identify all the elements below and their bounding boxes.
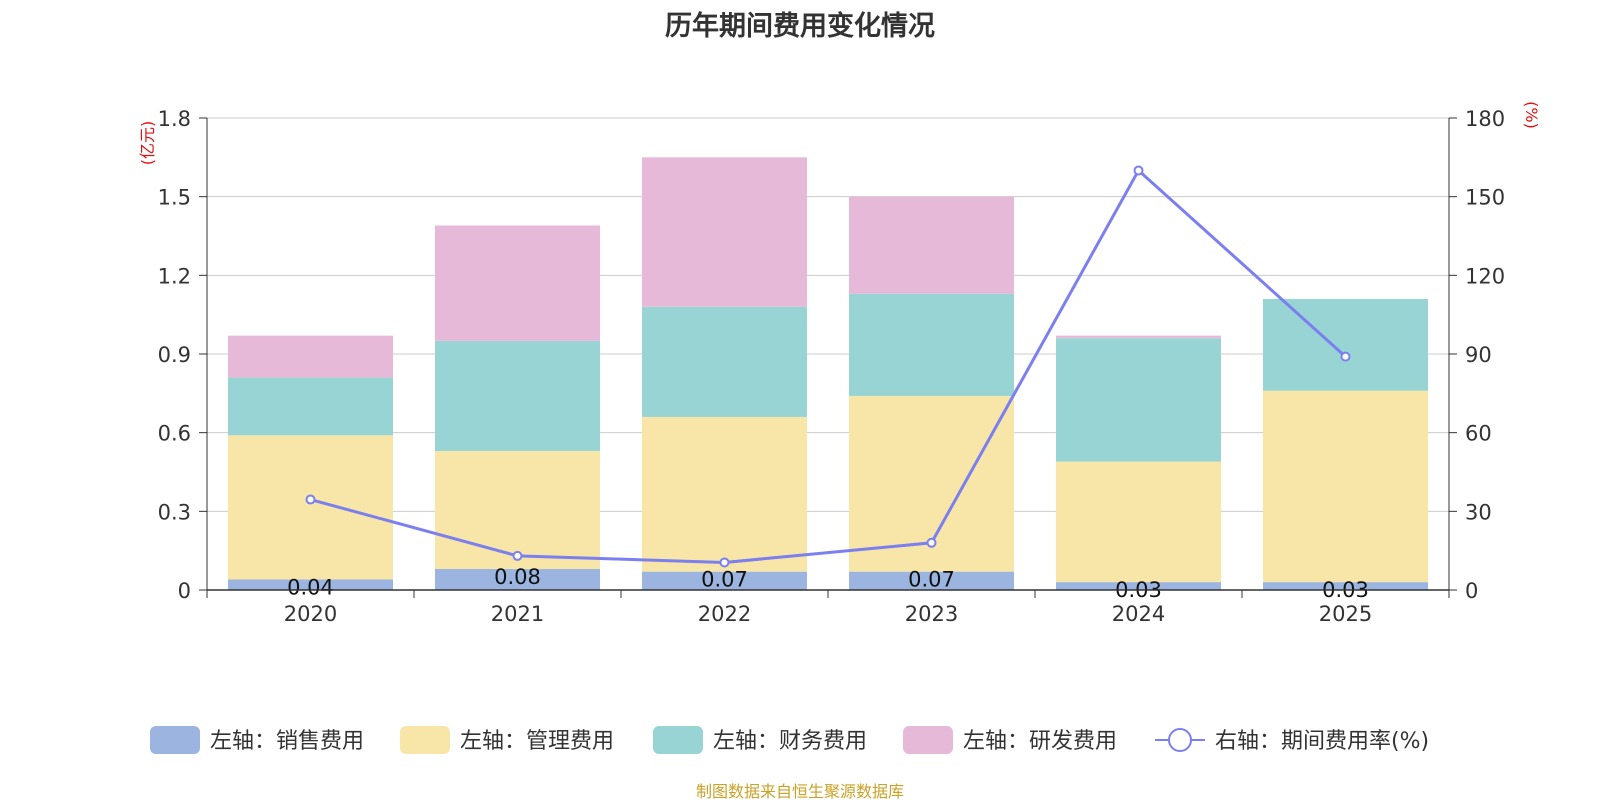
x-axis-tick-label: 2021 bbox=[491, 602, 544, 626]
legend-swatch-4[interactable] bbox=[903, 726, 953, 754]
legend-label-5[interactable]: 右轴：期间费用率(%) bbox=[1215, 729, 1429, 754]
x-axis-tick-label: 2025 bbox=[1319, 602, 1372, 626]
left-axis-tick-label: 1.2 bbox=[158, 264, 191, 288]
chart-title: 历年期间费用变化情况 bbox=[665, 11, 935, 42]
legend-label-2[interactable]: 左轴：管理费用 bbox=[460, 729, 614, 754]
rate-point bbox=[305, 494, 316, 505]
data-source-note: 制图数据来自恒生聚源数据库 bbox=[695, 782, 904, 801]
left-axis-tick-label: 0.3 bbox=[158, 500, 191, 524]
bar-segment-4-2020 bbox=[228, 335, 393, 378]
right-axis-tick-label: 60 bbox=[1465, 422, 1492, 446]
rate-line bbox=[310, 168, 1347, 564]
legend-label-4[interactable]: 左轴：研发费用 bbox=[963, 729, 1117, 754]
bar-segment-1-2022 bbox=[642, 571, 807, 590]
bar-segment-1-2021 bbox=[435, 569, 600, 590]
x-axis-tick-label: 2023 bbox=[905, 602, 958, 626]
bar-segment-4-2023 bbox=[849, 196, 1014, 294]
rate-point bbox=[512, 550, 523, 561]
chart-plot: 0.04 0.08 0.07 0.07 0.03 0.03 0 00.3 300.6 600.9… bbox=[138, 101, 1541, 754]
rate-point bbox=[719, 557, 730, 568]
legend-swatch-1[interactable] bbox=[150, 726, 200, 754]
legend-label-3[interactable]: 左轴：财务费用 bbox=[713, 729, 867, 754]
bar-data-label: 0.07 bbox=[701, 568, 748, 592]
bar-segment-2-2022 bbox=[642, 416, 807, 572]
left-axis-tick-label: 0.9 bbox=[158, 343, 191, 367]
bar-segment-4-2024 bbox=[1056, 335, 1221, 339]
bar-segment-4-2021 bbox=[435, 225, 600, 341]
bar-data-label: 0.08 bbox=[494, 565, 541, 589]
x-axis-tick-label: 2022 bbox=[698, 602, 751, 626]
bar-segment-1-2023 bbox=[849, 571, 1014, 590]
right-axis-tick-label: 90 bbox=[1465, 343, 1492, 367]
bar-segment-1-2024 bbox=[1056, 582, 1221, 590]
right-axis-tick-label: 120 bbox=[1465, 264, 1505, 288]
legend-marker-icon[interactable] bbox=[1168, 728, 1192, 752]
left-axis-unit-label: (亿元) bbox=[138, 121, 157, 166]
legend-swatch-3[interactable] bbox=[653, 726, 703, 754]
bar-segment-3-2020 bbox=[228, 377, 393, 436]
left-axis-tick-label: 1.8 bbox=[158, 107, 191, 131]
bar-segment-1-2020 bbox=[228, 579, 393, 590]
right-axis-tick-label: 30 bbox=[1465, 500, 1492, 524]
x-axis-tick-label: 2020 bbox=[284, 602, 337, 626]
left-axis-tick-label: 1.5 bbox=[158, 186, 191, 210]
right-axis-tick-label: 180 bbox=[1465, 107, 1505, 131]
rate-point bbox=[1133, 165, 1144, 176]
x-axis-tick-label: 2024 bbox=[1112, 602, 1165, 626]
bar-segment-2-2025 bbox=[1263, 390, 1428, 583]
left-axis-tick-label: 0.6 bbox=[158, 422, 191, 446]
left-axis-tick-label: 0 bbox=[178, 579, 191, 603]
bar-segment-3-2021 bbox=[435, 340, 600, 452]
bar-segment-3-2025 bbox=[1263, 298, 1428, 391]
bar-segment-3-2023 bbox=[849, 293, 1014, 396]
right-axis-tick-label: 0 bbox=[1465, 579, 1478, 603]
bar-segment-1-2025 bbox=[1263, 582, 1428, 590]
right-axis-unit-label: (%) bbox=[1522, 101, 1541, 129]
rate-point bbox=[926, 537, 937, 548]
rate-point bbox=[1340, 351, 1351, 362]
right-axis-tick-label: 150 bbox=[1465, 186, 1505, 210]
bar-data-label: 0.04 bbox=[287, 576, 334, 600]
bar-segment-2-2020 bbox=[228, 435, 393, 580]
legend-swatch-2[interactable] bbox=[400, 726, 450, 754]
bar-segment-3-2022 bbox=[642, 306, 807, 417]
bar-segment-2-2021 bbox=[435, 451, 600, 570]
bar-segment-2-2024 bbox=[1056, 461, 1221, 583]
bar-segment-4-2022 bbox=[642, 157, 807, 307]
bar-segment-3-2024 bbox=[1056, 338, 1221, 462]
bar-data-label: 0.07 bbox=[908, 568, 955, 592]
legend-label-1[interactable]: 左轴：销售费用 bbox=[210, 729, 364, 754]
